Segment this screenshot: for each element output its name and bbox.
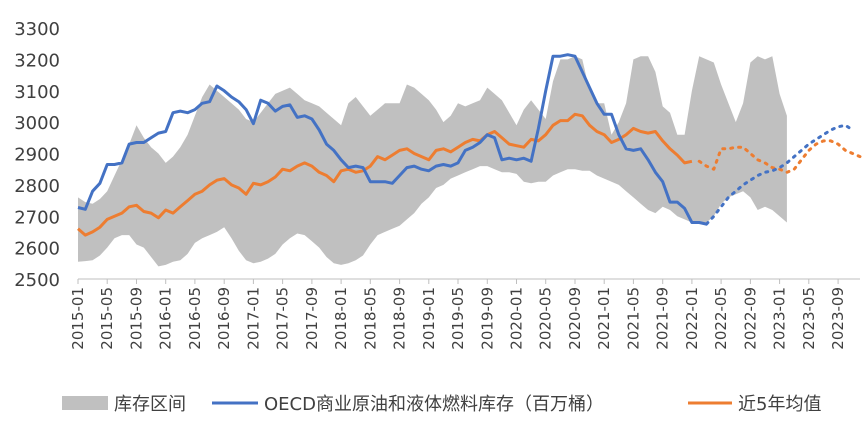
y-axis-ticks: 2500 2600 2700 2800 2900 3000 3100 3200 3300: [14, 19, 60, 291]
x-tick-label: 2022-01: [683, 287, 701, 350]
y-tick-label: 2900: [14, 145, 60, 166]
x-tick-label: 2016-09: [215, 287, 233, 350]
x-tick-label: 2023-05: [800, 287, 818, 350]
y-tick-label: 3000: [14, 113, 60, 134]
y-tick-label: 2800: [14, 176, 60, 197]
y-tick-label: 2500: [14, 270, 60, 291]
x-tick-label: 2015-01: [69, 287, 87, 350]
x-tick-label: 2023-01: [771, 287, 789, 350]
x-tick-label: 2015-05: [98, 287, 116, 350]
x-tick-label: 2020-01: [508, 287, 526, 350]
x-tick-label: 2016-01: [157, 287, 175, 350]
inventory-range-band: [78, 56, 787, 267]
legend: 库存区间 OECD商业原油和液体燃料库存（百万桶） 近5年均值: [62, 394, 821, 415]
x-tick-label: 2017-09: [303, 287, 321, 350]
legend-actual-label: OECD商业原油和液体燃料库存（百万桶）: [264, 394, 604, 415]
x-tick-label: 2015-09: [128, 287, 146, 350]
actual-forecast-line: [705, 123, 855, 226]
x-tick-label: 2017-01: [244, 287, 262, 350]
legend-avg-label: 近5年均值: [738, 394, 821, 415]
y-tick-label: 2600: [14, 239, 60, 260]
x-tick-label: 2018-01: [332, 287, 350, 350]
legend-band-label: 库存区间: [114, 394, 186, 415]
x-tick-label: 2021-01: [595, 287, 613, 350]
actual-line: [77, 53, 707, 226]
x-tick-label: 2021-09: [654, 287, 672, 350]
x-tick-label: 2022-05: [712, 287, 730, 350]
x-tick-label: 2018-09: [391, 287, 409, 350]
legend-band-swatch: [62, 396, 108, 410]
oecd-inventory-series: [77, 53, 855, 226]
x-tick-label: 2022-09: [741, 287, 759, 350]
y-tick-label: 2700: [14, 207, 60, 228]
x-tick-label: 2020-09: [566, 287, 584, 350]
x-tick-label: 2019-01: [420, 287, 438, 350]
y-tick-label: 3100: [14, 82, 60, 103]
x-tick-label: 2019-05: [449, 287, 467, 350]
x-tick-label: 2021-05: [624, 287, 642, 350]
avg-forecast-line: [697, 139, 862, 174]
range-band-area: [78, 56, 787, 267]
x-tick-label: 2023-09: [829, 287, 847, 350]
y-tick-label: 3200: [14, 50, 60, 71]
x-tick-label: 2018-05: [361, 287, 379, 350]
x-axis-ticks: 2015-01 2015-05 2015-09 2016-01 2016-05 2016-…: [69, 279, 847, 350]
x-tick-label: 2017-05: [274, 287, 292, 350]
y-tick-label: 3300: [14, 19, 60, 40]
avg-line: [77, 112, 693, 237]
five-year-average-series: [77, 112, 862, 237]
x-tick-label: 2020-05: [537, 287, 555, 350]
x-tick-label: 2016-05: [186, 287, 204, 350]
x-tick-label: 2019-09: [478, 287, 496, 350]
